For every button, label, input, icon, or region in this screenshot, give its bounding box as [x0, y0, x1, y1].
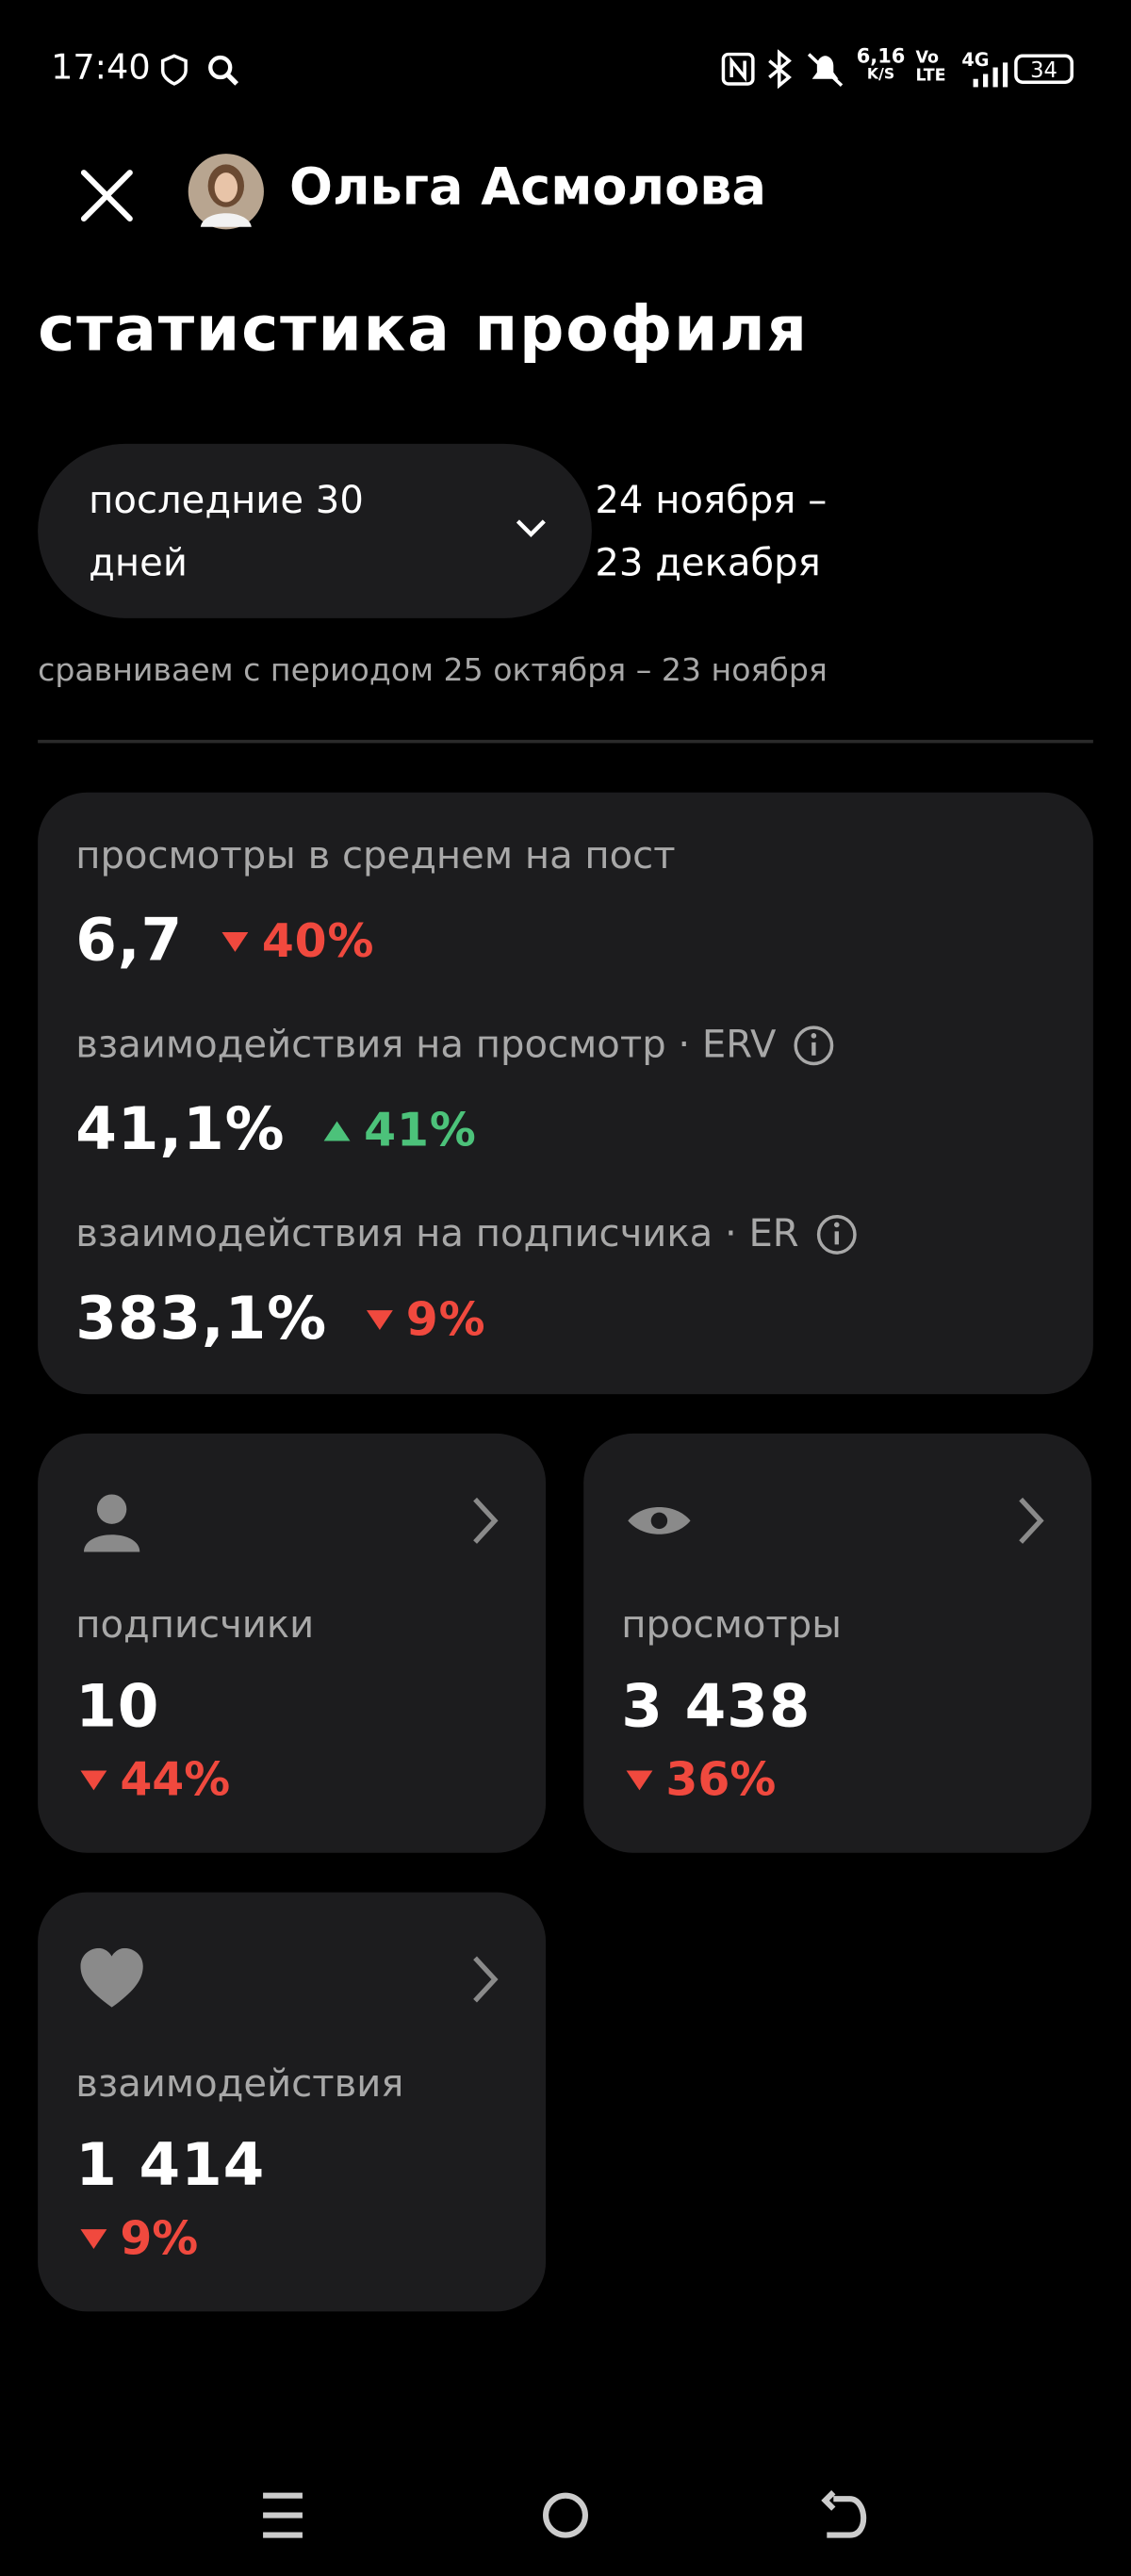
- metric-label: взаимодействия на подписчика · ER: [75, 1213, 858, 1256]
- volte-bottom: LTE: [915, 67, 946, 86]
- trend-arrow: [221, 931, 249, 952]
- page-title: статистика профиля: [38, 292, 809, 366]
- stat-card[interactable]: подписчики 10 44%: [38, 1433, 547, 1853]
- network: 4G: [961, 49, 990, 72]
- trend-arrow: [80, 1769, 107, 1790]
- metric-number: 383,1%: [75, 1285, 328, 1354]
- metric-number: 41,1%: [75, 1096, 286, 1164]
- metric-value: 41,1% 41%: [75, 1096, 476, 1164]
- chevron-down: [516, 519, 546, 537]
- trend-arrow: [324, 1120, 352, 1140]
- trend-arrow: [366, 1309, 393, 1330]
- change: 9%: [366, 1291, 486, 1347]
- change-value: 9%: [405, 1291, 486, 1347]
- chevron-right: [1019, 1497, 1044, 1544]
- card-value: 1 414: [75, 2132, 266, 2200]
- info-icon[interactable]: [815, 1213, 858, 1255]
- change: 44%: [80, 1752, 230, 1807]
- change-value: 41%: [364, 1103, 477, 1157]
- volte-top: Vo: [915, 49, 940, 68]
- chevron-right: [473, 1956, 499, 2003]
- chevron-right: [473, 1497, 499, 1544]
- divider: [38, 739, 1093, 744]
- nav-bar: [263, 2490, 867, 2538]
- close-button[interactable]: [79, 168, 135, 223]
- status-icons-left: [160, 54, 239, 86]
- change-value: 44%: [120, 1752, 231, 1807]
- stat-card[interactable]: взаимодействия 1 414 9%: [38, 1892, 547, 2312]
- speed: 6,16: [856, 44, 906, 68]
- card-icon: [80, 1947, 143, 2008]
- card-label: подписчики: [75, 1604, 315, 1648]
- card-value: 10: [75, 1673, 160, 1742]
- metric-label: просмотры в среднем на пост: [75, 835, 676, 878]
- change: 40%: [221, 913, 375, 969]
- metric-number: 6,7: [75, 907, 184, 976]
- metric-value: 6,7 40%: [75, 908, 374, 976]
- card-icon: [83, 1494, 140, 1552]
- avatar[interactable]: [188, 153, 265, 230]
- trend-arrow: [80, 2228, 107, 2249]
- speed-unit: K/S: [866, 67, 895, 84]
- signal: [973, 62, 1008, 88]
- card-label: взаимодействия: [75, 2062, 404, 2107]
- change: 9%: [80, 2210, 199, 2266]
- change-value: 9%: [120, 2210, 199, 2266]
- profile-name: Ольга Асмолова: [288, 157, 767, 218]
- change: 36%: [626, 1752, 777, 1807]
- volte: Vo LTE: [916, 49, 946, 85]
- change-value: 36%: [665, 1752, 777, 1807]
- compare-note: сравниваем с периодом 25 октября – 23 но…: [38, 652, 828, 689]
- status-time: 17:40: [51, 47, 151, 88]
- card-value: 3 438: [621, 1673, 811, 1742]
- battery: 34: [1014, 54, 1074, 84]
- change: 41%: [324, 1103, 476, 1157]
- info-icon[interactable]: [793, 1025, 835, 1067]
- status-icons-right: [721, 49, 844, 90]
- change-value: 40%: [261, 913, 375, 969]
- trend-arrow: [626, 1769, 653, 1790]
- metric-value: 383,1% 9%: [75, 1286, 485, 1354]
- card-label: просмотры: [621, 1604, 842, 1648]
- summary-card: просмотры в среднем на пост 6,7 40% взаимод…: [38, 792, 1093, 1395]
- period-selector-text: последние 30 дней: [89, 480, 364, 585]
- card-icon: [628, 1506, 691, 1534]
- net-speed: 6,16 K/S: [857, 46, 906, 86]
- period-range: 24 ноября – 23 декабря: [595, 480, 828, 585]
- metric-label: взаимодействия на просмотр · ERV: [75, 1025, 835, 1067]
- stat-card[interactable]: просмотры 3 438 36%: [583, 1433, 1092, 1853]
- period-selector[interactable]: последние 30 дней: [38, 443, 592, 618]
